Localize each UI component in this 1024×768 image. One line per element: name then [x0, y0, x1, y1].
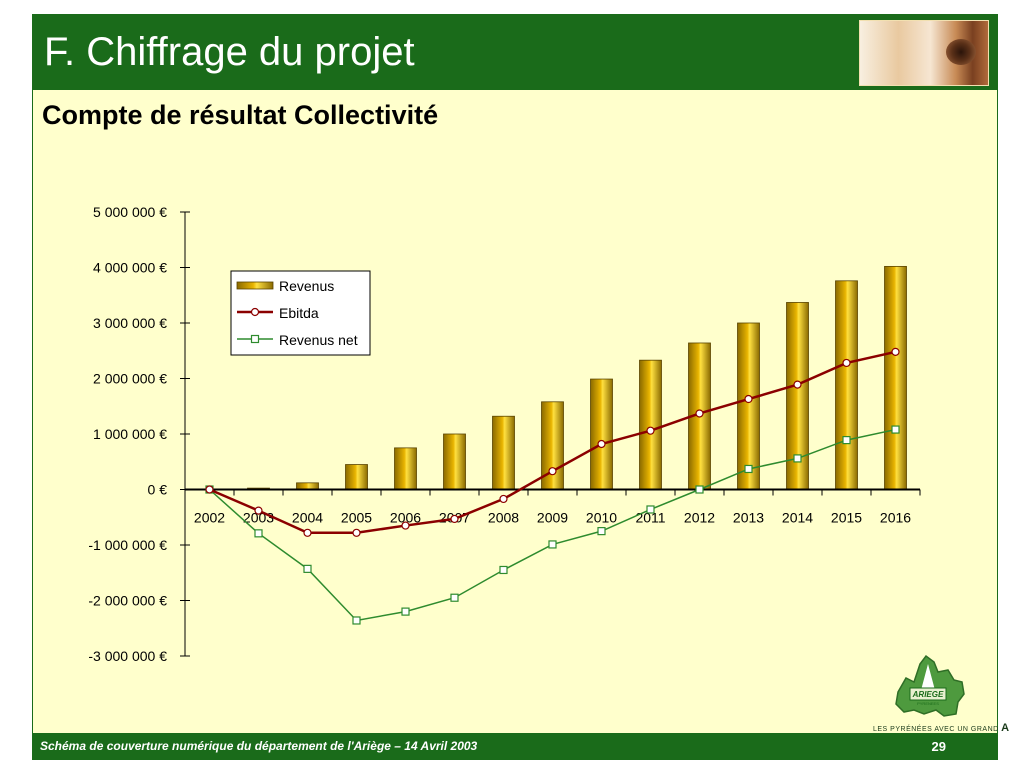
y-tick-label: 0 €: [148, 482, 168, 498]
ebitda-point: [744, 394, 753, 404]
ebitda-point: [548, 467, 557, 476]
revenus-bar: [737, 322, 760, 490]
logo-tagline: LES PYRÉNÉES AVEC UN GRAND A: [873, 722, 1010, 734]
revenus-net-point: [646, 505, 655, 514]
x-tick-label: 2009: [537, 510, 568, 526]
legend-label: Revenus: [279, 278, 334, 294]
ebitda-point: [499, 494, 508, 504]
revenus-bar: [884, 265, 907, 490]
ebitda-point: [842, 358, 851, 368]
y-tick-label: 5 000 000 €: [93, 204, 167, 220]
y-tick-label: 1 000 000 €: [93, 426, 167, 442]
logo-tagline-text: LES PYRÉNÉES AVEC UN GRAND: [873, 726, 999, 733]
revenus-bar: [443, 433, 466, 490]
revenus-net-point: [744, 464, 753, 474]
x-tick-label: 2012: [684, 510, 715, 526]
page-number: 29: [931, 739, 946, 754]
ebitda-point: [254, 506, 263, 515]
revenus-net-point: [303, 564, 312, 573]
revenus-bar: [835, 280, 858, 490]
title-bar: F. Chiffrage du projet: [32, 14, 998, 90]
revenus-bar: [492, 415, 515, 490]
x-tick-label: 2005: [341, 510, 372, 526]
chart: 5 000 000 € 4 000 000 € 3 000 000 € 2 000 0…: [88, 204, 921, 664]
ebitda-point: [352, 528, 361, 537]
legend-revenus-net-marker: [250, 334, 260, 344]
ariege-logo: ARIEGE PYRENEES LES PYRÉNÉES AVEC UN GRA…: [868, 652, 1009, 734]
y-tick-label: 3 000 000 €: [93, 315, 167, 331]
ebitda-point: [597, 439, 606, 449]
revenus-net-point: [891, 425, 900, 434]
revenus-net-point: [597, 527, 606, 536]
footer-bar: Schéma de couverture numérique du départ…: [32, 733, 998, 759]
revenus-net-point: [548, 540, 557, 549]
x-tick-label: 2002: [194, 510, 225, 526]
revenus-net-point: [450, 593, 459, 602]
slide-subtitle: Compte de résultat Collectivité: [42, 100, 439, 130]
legend-revenus-swatch: [236, 281, 274, 290]
logo-tagline-letter: A: [1001, 722, 1010, 734]
revenus-net-point: [793, 454, 802, 463]
revenus-net-point: [695, 485, 704, 494]
x-tick-label: 2015: [831, 510, 862, 526]
logo-map-icon: ARIEGE PYRENEES: [895, 654, 965, 717]
ebitda-point: [205, 485, 214, 494]
x-tick-label: 2010: [586, 510, 617, 526]
decorative-eye-image: [859, 20, 989, 86]
ebitda-point: [646, 426, 655, 435]
logo-label: ARIEGE: [912, 690, 944, 699]
ebitda-point: [695, 409, 704, 418]
ebitda-point: [303, 528, 312, 537]
y-tick-label: 2 000 000 €: [93, 371, 167, 387]
legend-label: Revenus net: [279, 332, 358, 348]
footer-text: Schéma de couverture numérique du départ…: [40, 739, 478, 753]
ebitda-point: [450, 514, 459, 524]
revenus-net-point: [401, 607, 410, 616]
revenus-net-point: [499, 565, 508, 575]
legend-ebitda-marker: [250, 307, 260, 317]
revenus-bar: [639, 359, 662, 490]
ebitda-point: [891, 347, 900, 356]
slide-title: F. Chiffrage du projet: [44, 30, 415, 74]
ebitda-point: [793, 380, 802, 389]
y-tick-label: -1 000 000 €: [88, 537, 167, 553]
revenus-bar: [394, 447, 417, 490]
y-tick-label: 4 000 000 €: [93, 260, 167, 276]
revenus-bar: [590, 378, 613, 490]
x-tick-label: 2006: [390, 510, 421, 526]
ebitda-point: [401, 521, 410, 530]
eye-icon: [946, 39, 976, 65]
x-tick-label: 2013: [733, 510, 764, 526]
x-tick-label: 2008: [488, 510, 519, 526]
revenus-net-point: [842, 436, 851, 445]
y-tick-label: -3 000 000 €: [88, 648, 167, 664]
revenus-bar: [345, 464, 368, 490]
logo-sublabel: PYRENEES: [917, 701, 939, 706]
legend-label: Ebitda: [279, 305, 319, 321]
revenus-net-point: [254, 529, 263, 538]
x-tick-label: 2016: [880, 510, 911, 526]
x-tick-label: 2014: [782, 510, 813, 526]
revenus-net-point: [352, 616, 361, 625]
x-tick-label: 2004: [292, 510, 323, 526]
y-tick-label: -2 000 000 €: [88, 593, 167, 609]
